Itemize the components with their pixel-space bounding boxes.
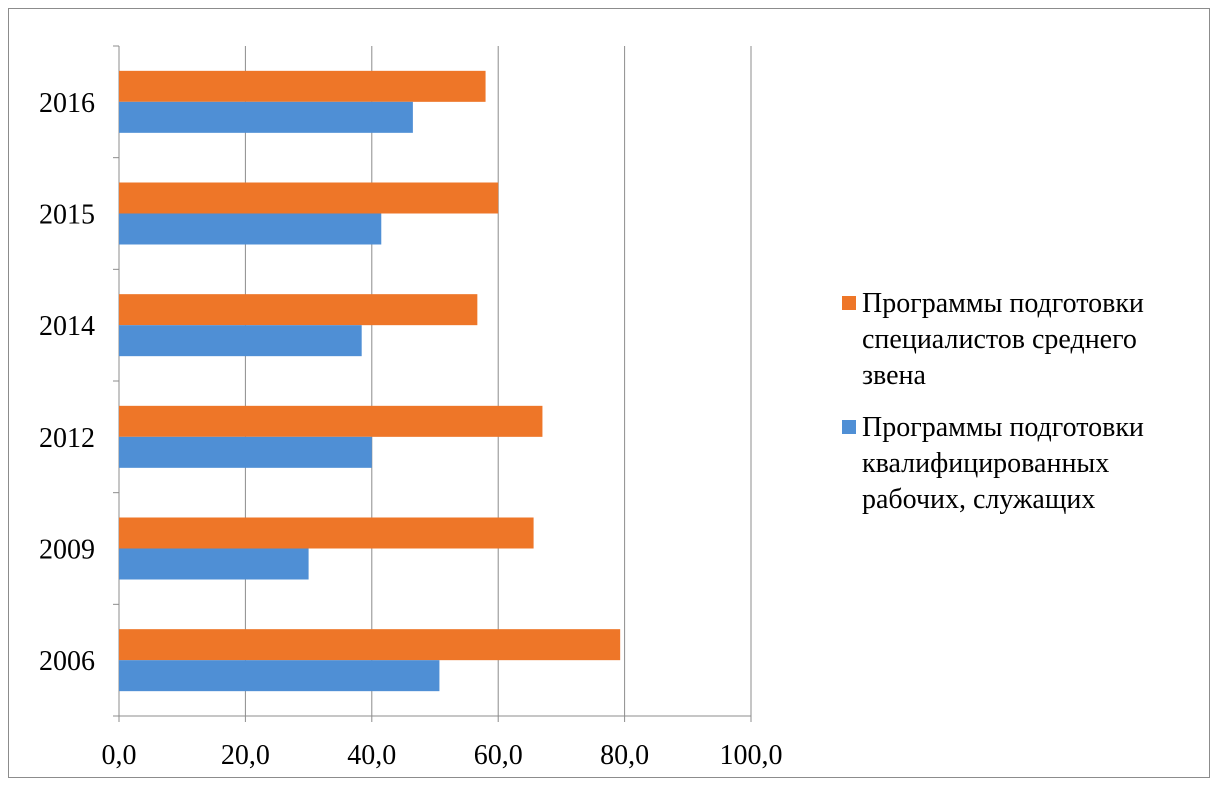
legend: Программы подготовки специалистов средне…: [836, 286, 1206, 534]
bar-series-1-2016: [119, 101, 413, 133]
bar-series-2-2016: [119, 70, 486, 102]
bar-series-1-2009: [119, 548, 309, 580]
bar-series-2-2006: [119, 629, 621, 661]
bar-series-1-2006: [119, 660, 440, 692]
y-tick-label-2015: 2015: [39, 200, 95, 231]
legend-label-series-2: Программы подготовки специалистов средне…: [862, 288, 1144, 391]
x-tick-label-0: 0,0: [102, 740, 137, 771]
x-tick-label-80: 80,0: [600, 740, 649, 771]
legend-label-series-1: Программы подготовки квалифицированных р…: [862, 412, 1144, 515]
x-tick-label-100: 100,0: [720, 740, 783, 771]
legend-item-series-2: Программы подготовки специалистов средне…: [836, 286, 1206, 394]
legend-swatch-series-2: [842, 296, 856, 310]
y-tick-label-2016: 2016: [39, 88, 95, 119]
legend-swatch-series-1: [842, 420, 856, 434]
bar-series-2-2014: [119, 294, 478, 326]
bar-series-1-2014: [119, 325, 362, 357]
y-tick-label-2014: 2014: [39, 311, 95, 342]
bar-series-2-2012: [119, 405, 543, 437]
bar-series-2-2015: [119, 182, 499, 214]
y-tick-label-2006: 2006: [39, 646, 95, 677]
bar-series-1-2015: [119, 213, 382, 245]
y-tick-label-2009: 2009: [39, 535, 95, 566]
chart-frame: [8, 8, 1210, 778]
x-tick-label-60: 60,0: [474, 740, 523, 771]
bar-series-2-2009: [119, 517, 534, 549]
bar-series-1-2012: [119, 436, 372, 468]
x-tick-label-20: 20,0: [221, 740, 270, 771]
y-tick-label-2012: 2012: [39, 423, 95, 454]
legend-item-series-1: Программы подготовки квалифицированных р…: [836, 410, 1206, 518]
x-tick-label-40: 40,0: [347, 740, 396, 771]
